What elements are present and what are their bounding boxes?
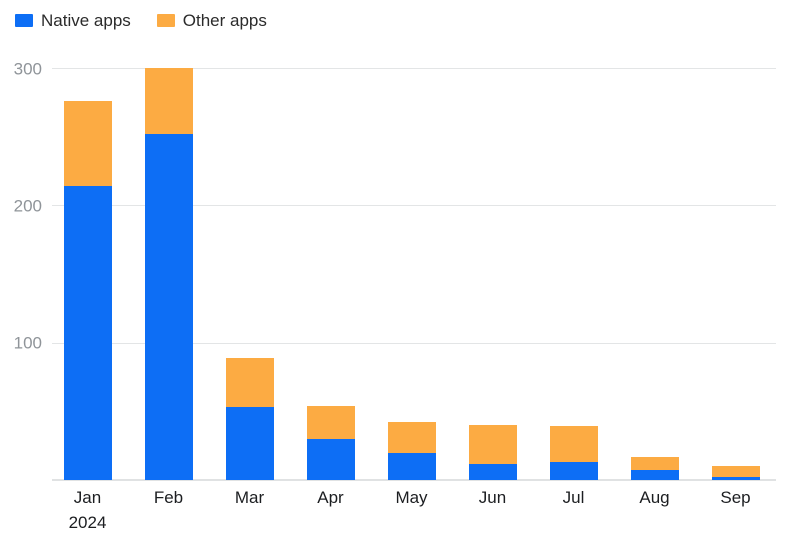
bars (47, 68, 776, 480)
bar-segment-native-apps (225, 407, 274, 480)
gridline (52, 342, 776, 344)
legend-label: Other apps (182, 11, 267, 30)
x-tick-label: Aug (639, 488, 670, 507)
x-tick-label: Jan (73, 488, 102, 507)
bar-band-mar (209, 68, 290, 480)
bar-segment-other-apps (63, 100, 112, 187)
x-tick-label: Apr (317, 488, 344, 507)
bar-segment-native-apps (468, 463, 517, 480)
y-axis-labels: 100 200 300 (0, 60, 42, 480)
bar-aug (630, 456, 679, 480)
bar-segment-other-apps (468, 425, 517, 464)
legend-item: Native apps (15, 12, 131, 29)
y-tick-label: 100 (13, 333, 42, 353)
bar-mar (225, 357, 274, 480)
x-tick-jan: Jan 2024 (47, 486, 128, 535)
bar-segment-other-apps (225, 357, 274, 408)
bar-jun (468, 425, 517, 480)
bar-segment-native-apps (306, 438, 355, 480)
x-tick-apr: Apr (290, 486, 371, 535)
x-tick-feb: Feb (128, 486, 209, 535)
gridlines (52, 68, 776, 480)
bar-segment-native-apps (711, 477, 760, 480)
bar-segment-other-apps (387, 422, 436, 453)
x-tick-sublabel: 2024 (68, 512, 107, 532)
bar-segment-other-apps (306, 405, 355, 439)
bar-band-sep (695, 68, 776, 480)
legend-swatch-icon (15, 14, 33, 27)
bar-band-jan (47, 68, 128, 480)
x-tick-label: Jul (562, 488, 585, 507)
legend: Native apps Other apps (15, 12, 267, 29)
bar-segment-native-apps (549, 462, 598, 480)
x-tick-label: Mar (234, 488, 265, 507)
bar-band-jun (452, 68, 533, 480)
y-tick-label: 300 (13, 59, 42, 78)
x-tick-label: May (395, 488, 428, 507)
bar-apr (306, 405, 355, 480)
bar-segment-native-apps (630, 470, 679, 480)
bar-segment-other-apps (630, 456, 679, 471)
x-tick-may: May (371, 486, 452, 535)
legend-swatch-icon (156, 14, 175, 27)
y-tick-label: 200 (13, 196, 42, 216)
x-tick-mar: Mar (209, 486, 290, 535)
legend-label: Native apps (41, 11, 131, 30)
bar-sep (711, 466, 760, 480)
bar-segment-other-apps (711, 466, 760, 478)
bar-feb (144, 68, 193, 480)
bar-jan (63, 100, 112, 480)
x-tick-label: Sep (720, 488, 751, 507)
bar-segment-native-apps (144, 133, 193, 480)
legend-item: Other apps (156, 11, 267, 30)
plot-area (52, 68, 776, 481)
bar-may (387, 422, 436, 480)
x-tick-jun: Jun (452, 486, 533, 535)
x-axis-labels: Jan 2024 Feb Mar Apr May Jun Jul Aug Sep (47, 486, 776, 535)
x-tick-label: Jun (478, 488, 507, 507)
x-axis-line (52, 479, 776, 481)
x-tick-jul: Jul (533, 486, 614, 535)
x-tick-sep: Sep (695, 486, 776, 535)
bar-band-feb (128, 68, 209, 480)
bar-segment-native-apps (63, 186, 112, 480)
gridline (52, 68, 776, 69)
gridline (52, 205, 776, 207)
bar-band-may (371, 68, 452, 480)
bar-band-aug (614, 68, 695, 480)
bar-jul (549, 426, 598, 480)
bar-segment-native-apps (387, 452, 436, 480)
x-tick-aug: Aug (614, 486, 695, 535)
bar-segment-other-apps (144, 68, 193, 134)
bar-band-jul (533, 68, 614, 480)
x-tick-label: Feb (153, 488, 184, 507)
bar-band-apr (290, 68, 371, 480)
bar-segment-other-apps (549, 426, 598, 463)
